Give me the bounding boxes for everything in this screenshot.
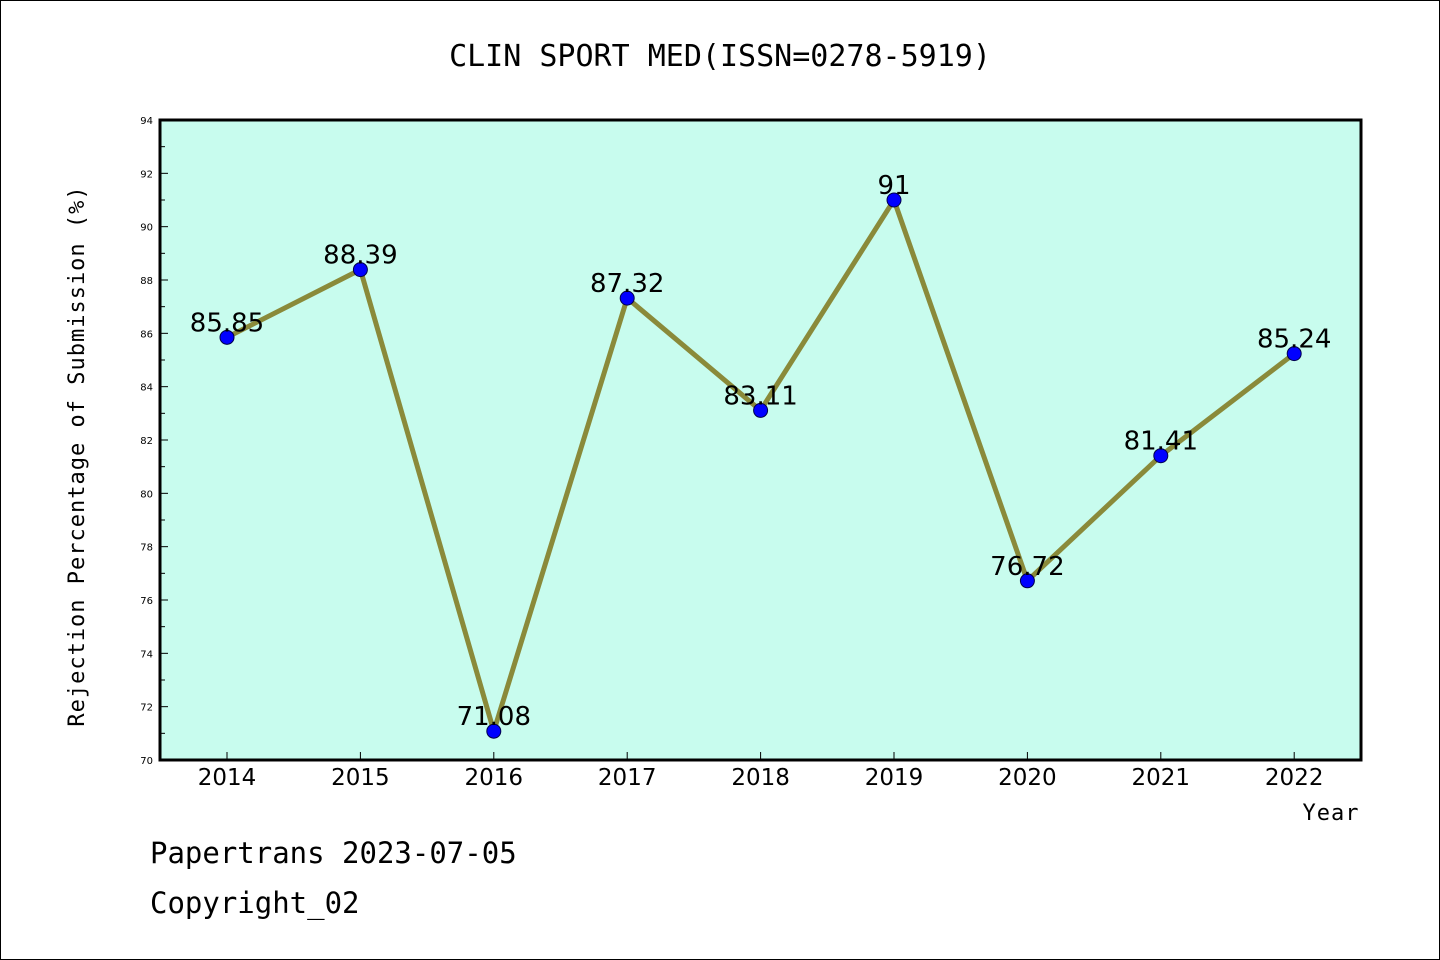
data-point [1153, 448, 1169, 464]
data-label: 85.85 [190, 308, 264, 338]
data-label: 88.39 [323, 241, 397, 271]
y-axis-ticks: 70 72 74 76 78 80 82 84 86 88 90 92 94 [140, 116, 168, 767]
data-point [619, 290, 635, 306]
x-tick-label: 2016 [465, 765, 524, 791]
y-tick-label: 82 [140, 436, 153, 447]
plot-area [158, 118, 1363, 762]
y-tick-label: 92 [140, 169, 153, 180]
data-label: 85.24 [1257, 325, 1331, 355]
y-tick-label: 76 [140, 596, 153, 607]
y-tick-label: 78 [140, 543, 153, 554]
data-point [219, 329, 235, 345]
y-tick-label: 84 [140, 383, 153, 394]
data-point [486, 723, 502, 739]
y-tick-label: 70 [140, 756, 153, 767]
data-label: 91 [877, 171, 910, 201]
x-axis-label: Year [1303, 801, 1360, 826]
footer-date: Papertrans 2023-07-05 [150, 836, 517, 870]
x-axis-ticks: 2014 2015 2016 2017 2018 2019 2020 2021 2022 [198, 752, 1324, 791]
x-tick-label: 2021 [1132, 765, 1191, 791]
x-tick-label: 2015 [331, 765, 390, 791]
y-tick-label: 88 [140, 276, 153, 287]
data-label: 71.08 [457, 702, 531, 732]
data-point [352, 262, 368, 278]
footer-copyright: Copyright_02 [150, 886, 360, 920]
x-tick-label: 2014 [198, 765, 257, 791]
x-tick-label: 2018 [731, 765, 790, 791]
y-axis-label: Rejection Percentage of Submission (%) [65, 185, 90, 726]
data-markers [219, 192, 1302, 739]
y-tick-label: 74 [140, 649, 153, 660]
data-label: 81.41 [1124, 427, 1198, 457]
x-tick-label: 2019 [865, 765, 924, 791]
y-tick-label: 90 [140, 223, 153, 234]
chart-title: CLIN SPORT MED(ISSN=0278-5919) [449, 39, 991, 74]
data-label: 83.11 [723, 381, 797, 411]
y-tick-label: 86 [140, 329, 153, 340]
y-tick-label: 80 [140, 489, 153, 500]
data-label: 87.32 [590, 269, 664, 299]
y-tick-label: 94 [140, 116, 153, 127]
x-tick-label: 2020 [998, 765, 1057, 791]
x-tick-label: 2017 [598, 765, 657, 791]
data-point [1019, 573, 1035, 589]
data-point [1286, 346, 1302, 362]
y-tick-label: 72 [140, 703, 153, 714]
x-tick-label: 2022 [1265, 765, 1324, 791]
data-point [753, 402, 769, 418]
data-label: 76.72 [990, 552, 1064, 582]
data-labels: 85.85 88.39 71.08 87.32 83.11 91 76.72 81.41 85.… [190, 171, 1332, 732]
data-point [886, 192, 902, 208]
